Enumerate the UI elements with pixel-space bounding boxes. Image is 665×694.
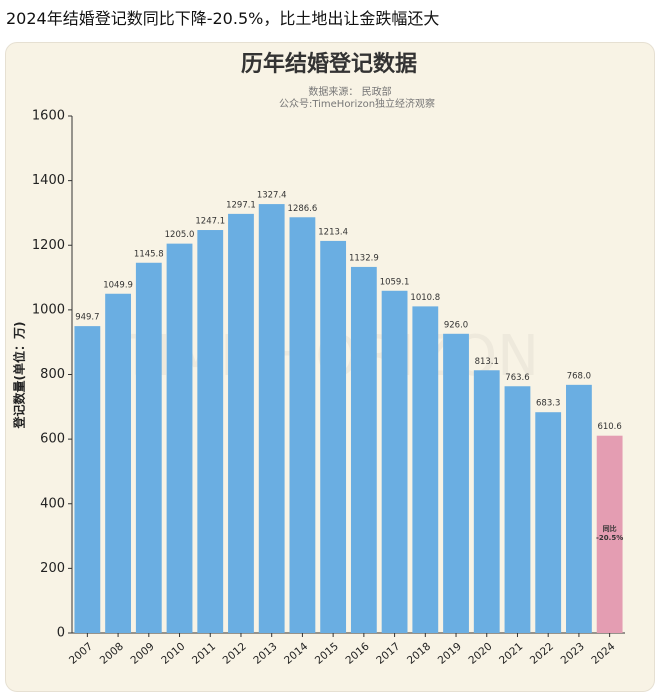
bar: [105, 293, 131, 633]
chart-title: 历年结婚登记数据: [241, 51, 417, 77]
y-tick-label: 600: [40, 432, 65, 447]
value-label: 1297.1: [226, 200, 256, 210]
y-tick-label: 800: [40, 367, 65, 382]
bar: [473, 370, 500, 633]
bar: [596, 435, 623, 633]
x-tick-label: 2011: [190, 640, 218, 666]
bar: [535, 412, 562, 633]
bar: [197, 230, 224, 633]
post-title: 2024年结婚登记数同比下降-20.5%，比土地出让金跌幅还大: [6, 9, 440, 28]
value-label: 1010.8: [410, 293, 440, 303]
bar: [443, 333, 469, 633]
value-label: 1059.1: [380, 277, 410, 287]
chart-subtitle: 公众号:TimeHorizon独立经济观察: [279, 97, 435, 110]
value-label: 1247.1: [195, 217, 225, 227]
value-label: 1286.6: [288, 204, 318, 214]
bar: [320, 240, 347, 634]
bar: [166, 243, 193, 633]
x-tick-label: 2015: [313, 640, 341, 666]
y-axis-label: 登记数量(单位：万): [12, 322, 27, 430]
value-label: 1213.4: [318, 227, 348, 237]
value-label: 1205.0: [165, 230, 195, 240]
x-tick-label: 2022: [528, 640, 556, 666]
y-tick-label: 1200: [32, 238, 65, 253]
bar: [135, 262, 162, 633]
annotation: -20.5%: [596, 534, 623, 542]
x-tick-label: 2021: [497, 640, 525, 666]
x-tick-label: 2007: [67, 640, 95, 666]
x-tick-label: 2017: [374, 640, 402, 666]
bar: [381, 290, 408, 633]
y-tick-label: 400: [40, 496, 65, 511]
x-tick-label: 2018: [405, 640, 433, 666]
x-tick-label: 2012: [221, 640, 249, 666]
bar: [350, 266, 377, 633]
value-label: 683.3: [536, 399, 560, 409]
x-tick-label: 2010: [159, 640, 187, 666]
y-tick-label: 1000: [32, 302, 65, 317]
x-tick-label: 2020: [466, 640, 494, 666]
x-tick-label: 2023: [559, 640, 587, 666]
bar: [289, 217, 316, 633]
value-label: 926.0: [444, 320, 468, 330]
value-label: 1132.9: [349, 253, 379, 263]
y-tick-label: 1600: [32, 109, 65, 124]
value-label: 610.6: [597, 422, 621, 432]
x-tick-label: 2009: [128, 640, 156, 666]
value-label: 763.6: [505, 373, 529, 383]
y-tick-label: 0: [57, 626, 65, 641]
value-label: 949.7: [75, 313, 99, 323]
x-tick-label: 2016: [344, 640, 372, 667]
chart-subtitle: 数据来源： 民政部: [308, 85, 391, 98]
value-label: 1327.4: [257, 191, 287, 201]
x-tick-label: 2008: [98, 640, 126, 666]
value-label: 1049.9: [103, 280, 133, 290]
x-tick-label: 2014: [282, 640, 310, 667]
bar: [258, 204, 285, 634]
bar: [566, 384, 592, 633]
bar: [504, 386, 531, 633]
annotation: 同比: [603, 524, 617, 533]
bar: [412, 306, 439, 633]
x-tick-label: 2013: [251, 640, 279, 666]
value-label: 1145.8: [134, 249, 164, 259]
value-label: 768.0: [567, 371, 591, 381]
x-tick-label: 2019: [436, 640, 464, 666]
value-label: 813.1: [475, 357, 499, 367]
y-tick-label: 200: [40, 561, 65, 576]
bar: [228, 213, 254, 633]
bar: [74, 326, 101, 633]
x-tick-label: 2024: [589, 640, 617, 667]
y-tick-label: 1400: [32, 173, 65, 188]
